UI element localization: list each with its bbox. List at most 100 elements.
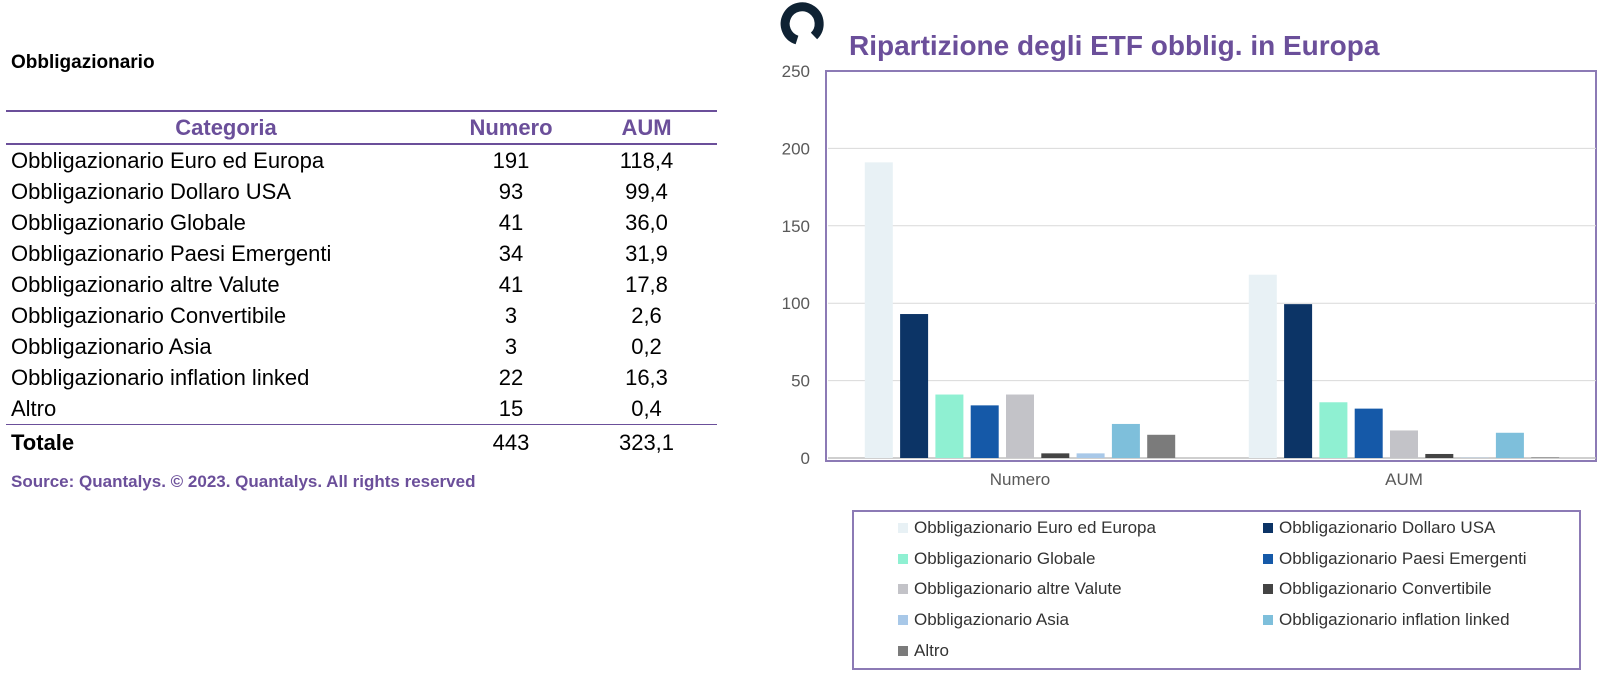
row-category: Obbligazionario Euro ed Europa: [11, 147, 325, 173]
row-aum: 0,4: [631, 395, 662, 421]
legend-swatch: [898, 523, 908, 533]
bar: [1354, 408, 1383, 458]
row-category: Obbligazionario Convertibile: [11, 302, 287, 328]
header-aum: AUM: [621, 114, 672, 140]
legend-swatch: [1263, 523, 1273, 533]
legend-swatch: [898, 584, 908, 595]
total-aum: 323,1: [618, 430, 675, 455]
total-numero: 443: [492, 430, 530, 455]
header-numero: Numero: [469, 114, 553, 140]
y-tick-label: 250: [782, 62, 810, 81]
legend-swatch: [1263, 584, 1273, 595]
brand-ring-icon: [780, 2, 824, 45]
bar: [1425, 453, 1454, 458]
table-row: Obbligazionario Globale 41 36,0: [6, 207, 717, 238]
row-aum: 118,4: [619, 147, 674, 173]
row-aum: 2,6: [631, 302, 662, 328]
bar: [1006, 394, 1034, 458]
legend-item: Obbligazionario Convertibile: [1263, 579, 1492, 599]
bar-chart: 0 50 100 150 200 250 Numero AUM: [780, 2, 1597, 489]
x-tick-label: Numero: [990, 470, 1050, 489]
plot-frame: [825, 70, 1597, 462]
legend-item: Obbligazionario inflation linked: [1263, 610, 1510, 630]
chart-title: Ripartizione degli ETF obblig. in Europa: [849, 30, 1380, 61]
table-row: Obbligazionario Dollaro USA 93 99,4: [6, 176, 717, 207]
legend-label: Obbligazionario Globale: [914, 548, 1096, 568]
total-row: Totale 443 323,1: [6, 424, 717, 462]
bar: [1147, 434, 1176, 458]
row-numero: 3: [504, 302, 518, 328]
header-categoria: Categoria: [175, 114, 277, 140]
table-row: Obbligazionario altre Valute 41 17,8: [6, 269, 717, 300]
legend-item: Obbligazionario altre Valute: [898, 579, 1122, 599]
row-category: Obbligazionario inflation linked: [11, 364, 310, 390]
row-category: Obbligazionario Asia: [11, 333, 212, 359]
legend-item: Altro: [898, 641, 949, 661]
bar: [1076, 453, 1105, 458]
legend-label: Obbligazionario Euro ed Europa: [914, 518, 1156, 537]
bar: [1495, 432, 1524, 458]
row-category: Altro: [11, 395, 57, 421]
legend-label: Obbligazionario Convertibile: [1279, 579, 1492, 599]
legend-item: Obbligazionario Paesi Emergenti: [1263, 549, 1527, 569]
table-row: Obbligazionario inflation linked 22 16,3: [6, 362, 717, 393]
row-aum: 99,4: [625, 178, 668, 204]
legend-label: Altro: [914, 640, 949, 660]
row-category: Obbligazionario altre Valute: [11, 271, 280, 297]
y-tick-label: 0: [801, 449, 810, 468]
row-aum: 16,3: [625, 364, 668, 390]
y-tick-label: 50: [791, 372, 810, 391]
legend-swatch: [898, 645, 908, 656]
bar: [970, 405, 999, 458]
table-row: Obbligazionario Paesi Emergenti 34 31,9: [6, 238, 717, 269]
bar: [1284, 304, 1313, 458]
bar: [1319, 402, 1348, 458]
row-numero: 41: [498, 271, 524, 297]
row-numero: 3: [504, 333, 518, 359]
legend-label: Obbligazionario inflation linked: [1279, 610, 1510, 630]
source-note: Source: Quantalys. © 2023. Quantalys. Al…: [11, 472, 476, 491]
etf-table: Categoria Numero AUM Obbligazionario Eur…: [6, 110, 717, 461]
row-numero: 15: [498, 395, 524, 421]
table-header-row: Categoria Numero AUM: [6, 111, 717, 144]
x-tick-label: AUM: [1385, 470, 1423, 489]
row-aum: 36,0: [625, 209, 668, 235]
row-category: Obbligazionario Paesi Emergenti: [11, 240, 332, 266]
row-numero: 191: [492, 147, 530, 173]
legend-label: Obbligazionario altre Valute: [914, 579, 1122, 599]
row-numero: 22: [498, 364, 524, 390]
bar: [1248, 274, 1277, 458]
row-numero: 41: [498, 209, 524, 235]
bar: [864, 162, 893, 458]
row-aum: 31,9: [625, 240, 668, 266]
legend-item: Obbligazionario Euro ed Europa: [898, 518, 1156, 538]
legend-label: Obbligazionario Paesi Emergenti: [1279, 548, 1527, 568]
table-row: Obbligazionario Asia 3 0,2: [6, 331, 717, 362]
y-tick-label: 150: [782, 217, 810, 236]
legend-label: Obbligazionario Asia: [914, 610, 1069, 630]
chart-legend: Obbligazionario Euro ed Europa Obbligazio…: [852, 510, 1581, 670]
legend-swatch: [898, 553, 908, 564]
legend-label: Obbligazionario Dollaro USA: [1279, 518, 1496, 537]
bar: [1531, 457, 1560, 458]
row-category: Obbligazionario Globale: [11, 209, 246, 235]
legend-swatch: [1263, 615, 1273, 626]
table-row: Obbligazionario Convertibile 3 2,6: [6, 300, 717, 331]
legend-swatch: [898, 615, 908, 626]
bar: [1111, 423, 1140, 458]
total-label: Totale: [11, 430, 75, 455]
section-title: Obbligazionario: [11, 52, 155, 73]
bar: [1390, 430, 1418, 458]
row-aum: 17,8: [625, 271, 668, 297]
legend-item: Obbligazionario Dollaro USA: [1263, 518, 1495, 538]
legend-item: Obbligazionario Globale: [898, 549, 1095, 569]
legend-swatch: [1263, 553, 1273, 564]
row-category: Obbligazionario Dollaro USA: [11, 178, 292, 204]
bar: [935, 394, 964, 458]
legend-item: Obbligazionario Asia: [898, 610, 1069, 630]
chart-panel: 0 50 100 150 200 250 Numero AUM Ripartizione de…: [760, 0, 1600, 676]
table-panel: Obbligazionario Categoria Numero AUM Obb…: [0, 0, 730, 676]
table-row: Obbligazionario Euro ed Europa 191 118,4: [6, 144, 717, 176]
row-aum: 0,2: [631, 333, 662, 359]
y-tick-label: 200: [782, 139, 810, 158]
